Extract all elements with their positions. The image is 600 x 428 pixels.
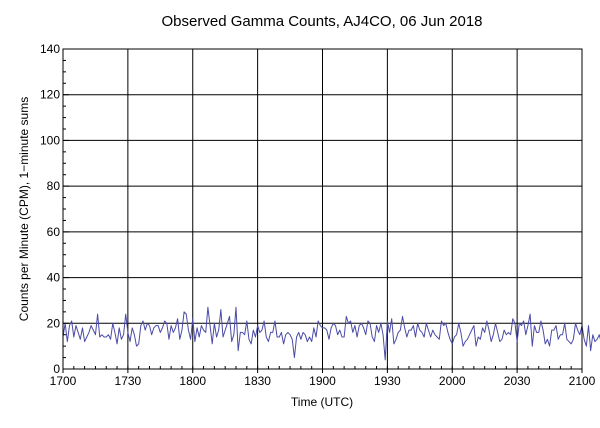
y-tick-label: 40 bbox=[47, 271, 61, 285]
y-tick-label: 140 bbox=[40, 42, 60, 56]
y-tick-label: 60 bbox=[47, 225, 61, 239]
y-axis-label: Counts per Minute (CPM), 1−minute sums bbox=[17, 97, 31, 321]
x-tick-label: 1830 bbox=[244, 374, 271, 388]
x-tick-label: 1800 bbox=[179, 374, 206, 388]
y-tick-label: 100 bbox=[40, 133, 60, 147]
chart-title: Observed Gamma Counts, AJ4CO, 06 Jun 201… bbox=[162, 13, 483, 30]
y-tick-label: 120 bbox=[40, 88, 60, 102]
y-tick-labels: 0 20 40 60 80 100 120 140 bbox=[40, 42, 60, 376]
series-group bbox=[62, 306, 600, 361]
x-tick-label: 1930 bbox=[374, 374, 401, 388]
x-tick-label: 2000 bbox=[439, 374, 466, 388]
series-line bbox=[62, 306, 600, 361]
x-tick-labels: 1700 1730 1800 1830 1900 1930 2000 2030 2100 bbox=[50, 369, 596, 388]
y-tick-label: 20 bbox=[47, 316, 61, 330]
y-tick-label: 0 bbox=[53, 362, 60, 376]
y-tick-label: 80 bbox=[47, 179, 61, 193]
x-tick-label: 1900 bbox=[309, 374, 336, 388]
x-tick-label: 1700 bbox=[50, 374, 77, 388]
x-axis-label: Time (UTC) bbox=[291, 395, 353, 409]
x-tick-label: 2100 bbox=[569, 374, 596, 388]
x-tick-label: 1730 bbox=[115, 374, 142, 388]
minor-ticks bbox=[62, 48, 583, 370]
x-tick-label: 2030 bbox=[504, 374, 531, 388]
grid bbox=[63, 49, 582, 369]
